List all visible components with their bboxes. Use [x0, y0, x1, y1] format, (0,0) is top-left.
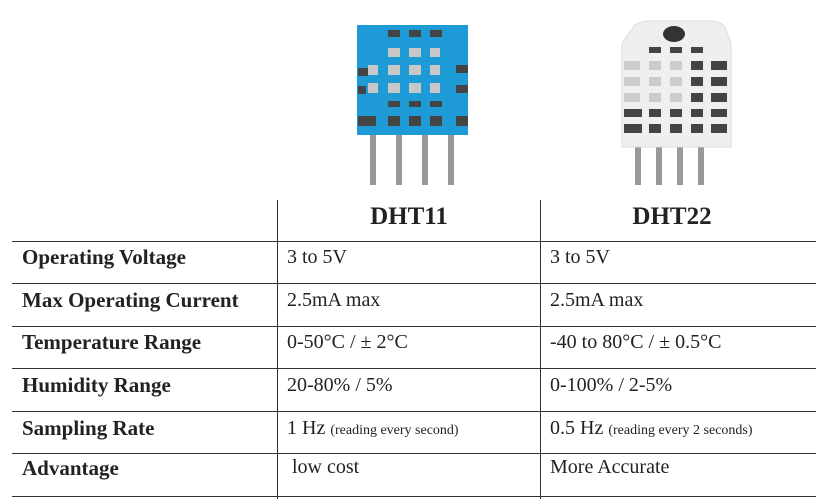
column-divider — [540, 200, 541, 499]
row-divider — [12, 326, 816, 327]
dht11-value: 1 Hz (reading every second) — [287, 417, 459, 439]
dht22-value: 0-100% / 2-5% — [550, 374, 673, 396]
dht22-note: (reading every 2 seconds) — [608, 423, 753, 438]
header-dht22: DHT22 — [632, 203, 712, 230]
row-divider — [12, 283, 816, 284]
row-divider — [12, 496, 816, 497]
row-divider — [12, 368, 816, 369]
header-dht11: DHT11 — [370, 203, 448, 230]
dht22-value: 0.5 Hz (reading every 2 seconds) — [550, 417, 753, 439]
row-label: Temperature Range — [22, 330, 202, 354]
dht22-sensor-image — [621, 20, 732, 185]
row-divider — [12, 411, 816, 412]
dht11-value: 0-50°C / ± 2°C — [287, 331, 408, 353]
dht22-value: More Accurate — [550, 456, 670, 478]
row-label: Operating Voltage — [22, 245, 186, 269]
row-label: Sampling Rate — [22, 416, 155, 440]
dht22-value: -40 to 80°C / ± 0.5°C — [550, 331, 722, 353]
dht11-sensor-image — [357, 25, 468, 185]
row-label: Advantage — [22, 456, 119, 480]
row-label: Max Operating Current — [22, 288, 239, 312]
dht11-value: low cost — [287, 456, 360, 478]
dht22-value: 2.5mA max — [550, 289, 644, 311]
dht11-value: 2.5mA max — [287, 289, 381, 311]
row-divider — [12, 241, 816, 242]
row-divider — [12, 453, 816, 454]
dht11-note: (reading every second) — [330, 423, 459, 438]
dht11-value: 20-80% / 5% — [287, 374, 393, 396]
row-label: Humidity Range — [22, 373, 171, 397]
column-divider — [277, 200, 278, 499]
dht11-value: 3 to 5V — [287, 246, 347, 268]
dht22-value: 3 to 5V — [550, 246, 610, 268]
